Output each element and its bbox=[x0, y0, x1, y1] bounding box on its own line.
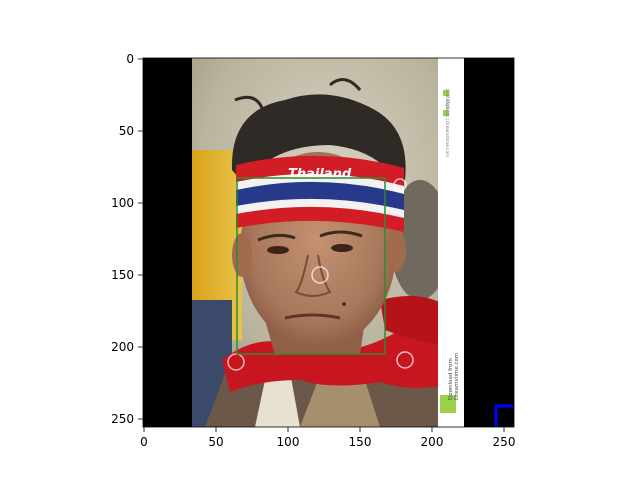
x-tick-label: 100 bbox=[277, 435, 300, 449]
face-bounding-box bbox=[236, 177, 386, 355]
y-tick-label: 100 bbox=[111, 196, 134, 210]
y-tick-label: 250 bbox=[111, 412, 134, 426]
watermark-line-1: Download from bbox=[448, 358, 454, 400]
portrait-photo: Thailand Download from Dreamstime.com bbox=[192, 58, 464, 427]
x-tick-label: 50 bbox=[208, 435, 223, 449]
x-tick-label: 250 bbox=[493, 435, 516, 449]
x-tick-label: 0 bbox=[140, 435, 148, 449]
y-tick-label: 200 bbox=[111, 340, 134, 354]
headband-text: Thailand bbox=[288, 167, 352, 182]
watermark-sidebar bbox=[438, 58, 464, 427]
y-axis: 0 50 100 150 200 250 bbox=[111, 52, 143, 426]
right-padding bbox=[464, 58, 514, 427]
sidebar-line-2: Bigbirdz | Dreamstime.com bbox=[445, 100, 450, 157]
y-tick-label: 150 bbox=[111, 268, 134, 282]
left-padding bbox=[143, 58, 192, 427]
corner-box-marker bbox=[494, 404, 513, 427]
sidebar-line-1: 13369595 bbox=[445, 88, 450, 110]
image-axes: Thailand Download from Dreamstime.com bbox=[142, 57, 515, 428]
x-axis: 0 50 100 150 200 250 bbox=[140, 427, 515, 449]
y-tick-label: 0 bbox=[126, 52, 134, 66]
y-tick-label: 50 bbox=[119, 124, 134, 138]
x-tick-label: 200 bbox=[421, 435, 444, 449]
x-tick-label: 150 bbox=[349, 435, 372, 449]
watermark-line-2: Dreamstime.com bbox=[454, 353, 460, 400]
